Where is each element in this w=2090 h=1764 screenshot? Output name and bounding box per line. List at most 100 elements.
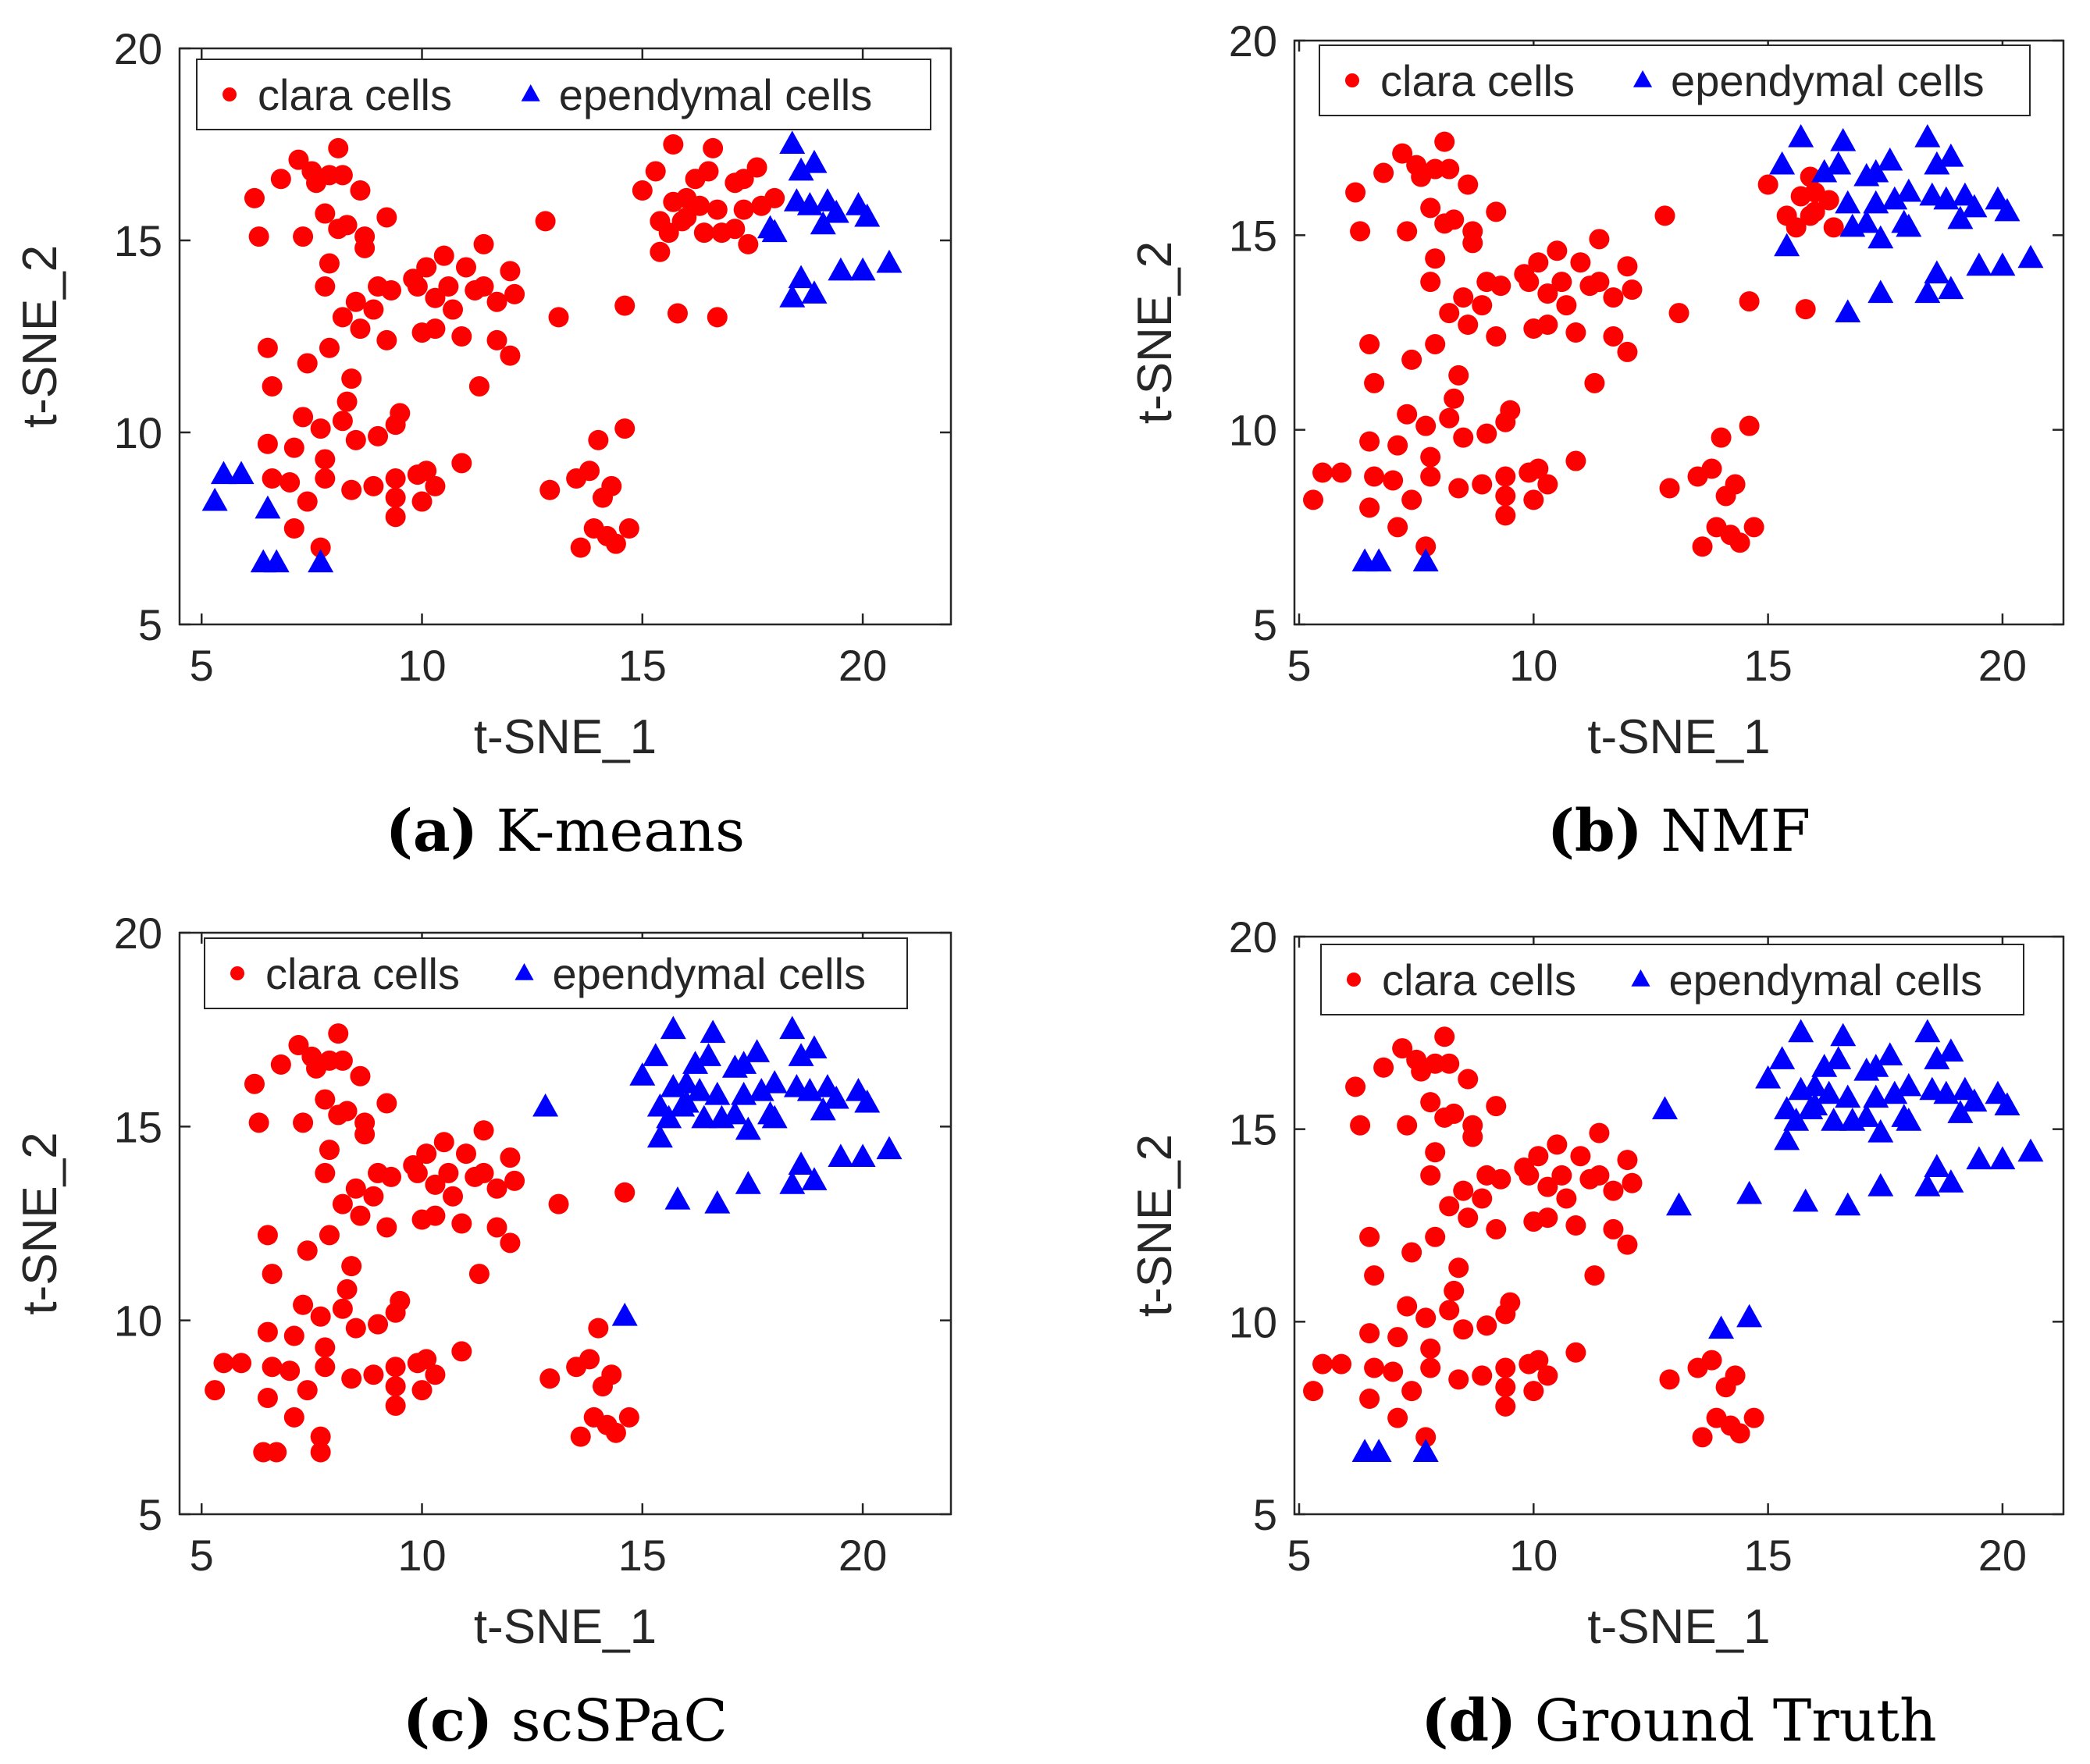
ependymal-cell-point	[779, 130, 806, 154]
y-tick-label: 15	[1229, 1105, 1277, 1154]
x-tick-label: 10	[397, 1531, 446, 1580]
clara-cell-point	[1537, 1207, 1558, 1229]
clara-cell-point	[468, 375, 490, 397]
clara-cell-point	[1692, 1427, 1713, 1448]
x-tick-label: 10	[1509, 641, 1558, 690]
ependymal-cell-point	[1793, 1188, 1819, 1212]
ependymal-cell-point	[823, 199, 849, 223]
clara-cell-point	[1495, 1303, 1516, 1325]
clara-cell-point	[1757, 174, 1778, 195]
clara-cell-point	[1565, 1215, 1586, 1236]
clara-cell-point	[1444, 1280, 1465, 1301]
caption-text: Ground Truth	[1516, 1688, 1937, 1755]
ependymal-cell-point	[1708, 1315, 1735, 1339]
clara-cell-point	[205, 1380, 226, 1401]
clara-cell-point	[1495, 1396, 1516, 1417]
clara-cell-point	[1565, 1342, 1586, 1363]
ependymal-cell-point	[854, 203, 881, 227]
ependymal-cell-point	[700, 1019, 726, 1044]
clara-cell-point	[1603, 1180, 1624, 1201]
x-tick-label: 5	[190, 1531, 214, 1580]
clara-cell-point	[1420, 466, 1441, 487]
clara-cell-point	[1434, 1107, 1455, 1128]
clara-cell-point	[363, 1186, 384, 1207]
clara-cell-point	[1387, 435, 1408, 456]
clara-cell-point	[297, 491, 318, 512]
clara-cell-point	[1350, 221, 1371, 242]
clara-cell-point	[614, 295, 636, 316]
clara-cell-point	[1495, 466, 1516, 487]
clara-cell-point	[451, 1213, 472, 1234]
clara-cell-point	[1795, 299, 1816, 320]
ependymal-cell-point	[1989, 1146, 2016, 1170]
ependymal-cell-point	[1966, 1146, 1992, 1170]
ependymal-cell-point	[801, 149, 828, 173]
clara-cell-point	[244, 1073, 265, 1094]
clara-cell-point	[1537, 474, 1558, 495]
clara-cell-point	[1383, 1361, 1404, 1382]
clara-cell-point	[385, 1395, 406, 1416]
y-tick-label: 20	[1229, 16, 1277, 66]
ependymal-cell-point	[210, 461, 237, 485]
clara-cell-point	[1823, 217, 1844, 238]
clara-cell-point	[1312, 1353, 1333, 1375]
clara-cell-point	[1579, 276, 1600, 297]
x-tick-label: 10	[1509, 1531, 1558, 1580]
clara-cell-point	[433, 245, 454, 266]
clara-cell-point	[1472, 295, 1493, 316]
y-tick-label: 10	[114, 1296, 162, 1346]
clara-cell-point	[1303, 489, 1324, 510]
clara-cell-point	[1364, 1265, 1385, 1286]
clara-cell-point	[1692, 536, 1713, 557]
ependymal-cell-point	[656, 1104, 682, 1129]
clara-cell-point	[438, 1162, 459, 1183]
clara-cell-point	[1584, 1265, 1605, 1286]
clara-cell-point	[1537, 1176, 1558, 1197]
clara-cell-point	[1786, 217, 1807, 238]
clara-cell-point	[1528, 458, 1549, 479]
clara-cell-point	[1415, 1427, 1437, 1448]
ependymal-cell-point	[1755, 1065, 1782, 1089]
clara-cell-point	[539, 1368, 561, 1389]
clara-cell-point	[504, 283, 525, 304]
clara-cell-point	[341, 1256, 362, 1277]
clara-cell-point	[1448, 365, 1469, 386]
ependymal-cell-point	[1816, 1080, 1843, 1104]
ependymal-cell-point	[779, 1171, 806, 1194]
clara-cell-point	[231, 1353, 252, 1374]
clara-cell-point	[416, 461, 437, 482]
ependymal-cell-point	[682, 1051, 709, 1074]
ependymal-cell-point	[1365, 1439, 1392, 1463]
clara-cell-point	[248, 1112, 269, 1133]
clara-cell-point	[336, 391, 358, 412]
clara-cell-point	[385, 1357, 406, 1378]
clara-cell-point	[336, 1279, 358, 1300]
legend-box	[196, 59, 931, 130]
clara-cell-point	[1486, 1096, 1507, 1117]
ependymal-cell-point	[876, 249, 903, 273]
ependymal-cell-point	[1825, 1046, 1852, 1069]
ependymal-cell-point	[643, 1043, 669, 1066]
clara-cell-point	[1406, 155, 1427, 176]
panel-caption: (c) scSPaC	[403, 1688, 728, 1755]
clara-cell-point	[433, 1132, 454, 1153]
clara-cell-point	[1659, 478, 1680, 499]
caption-text: NMF	[1643, 798, 1811, 865]
y-tick-label: 15	[114, 1102, 162, 1151]
clara-cell-point	[1387, 517, 1408, 538]
ependymal-cell-point	[1938, 1038, 1964, 1062]
clara-cell-point	[315, 1337, 336, 1358]
y-tick-label: 20	[114, 24, 162, 73]
x-tick-label: 15	[618, 1531, 667, 1580]
clara-cell-point	[319, 1140, 340, 1161]
clara-cell-point	[283, 437, 304, 458]
clara-cell-point	[1453, 427, 1474, 448]
clara-cell-point	[1519, 1165, 1540, 1186]
ependymal-cell-point	[876, 1136, 903, 1160]
ependymal-cell-point	[660, 1015, 686, 1040]
ependymal-cell-point	[1961, 194, 1988, 218]
panel-b: 5 10 15 20 5 10 15 20 t-SNE_1 t-SNE_2 clara cells e…	[1128, 16, 2065, 865]
legend-clara-label: clara cells	[258, 70, 452, 119]
clara-cell-point	[1420, 272, 1441, 293]
clara-cell-point	[257, 1321, 278, 1343]
